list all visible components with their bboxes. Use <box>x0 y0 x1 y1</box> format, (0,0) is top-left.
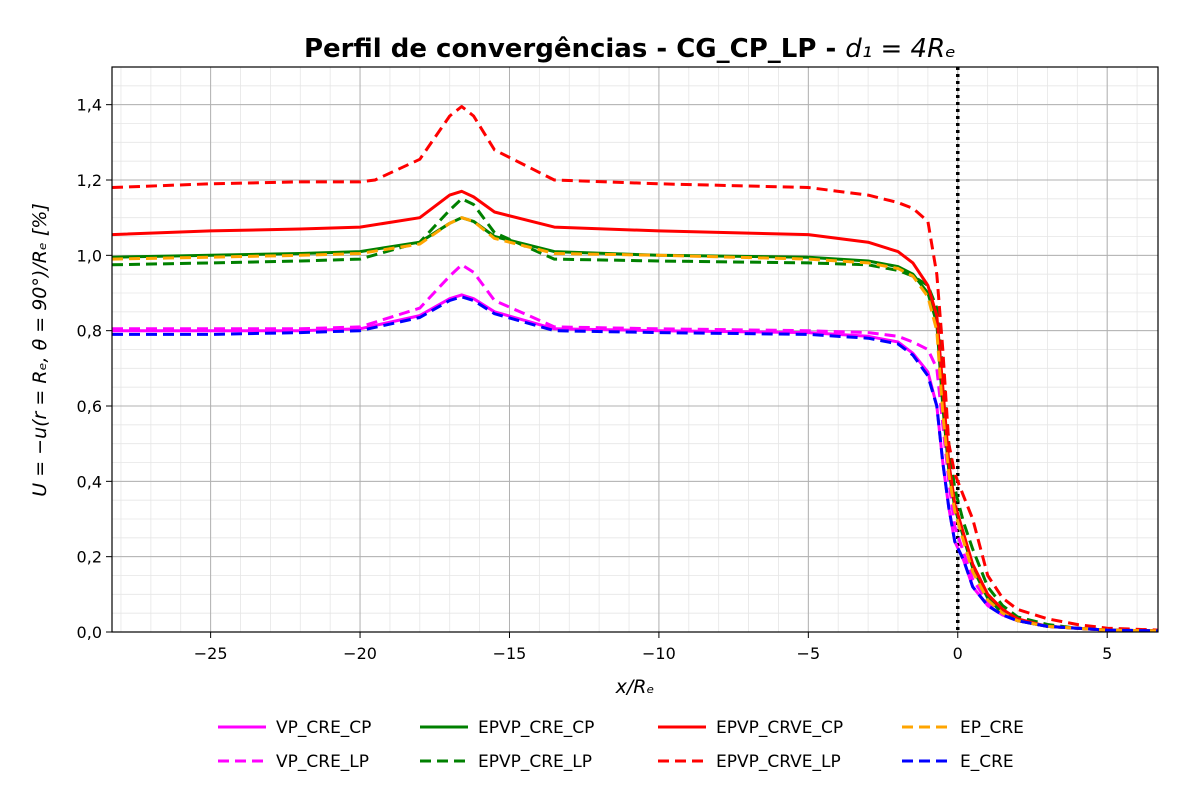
chart-title-math: d₁ = 4Rₑ <box>845 34 956 64</box>
y-tick-label: 0,8 <box>77 322 102 341</box>
x-tick-label: −25 <box>194 644 228 663</box>
series-line-epvp-cre-lp <box>111 197 1159 633</box>
legend-label: VP_CRE_LP <box>276 752 369 772</box>
x-tick-label: 5 <box>1102 644 1112 663</box>
x-tick-label: −5 <box>797 644 821 663</box>
y-axis-label: U = −u(r = Rₑ, θ = 90°)/Rₑ [%] <box>29 203 51 496</box>
series-line-vp-cre-lp <box>112 263 1159 633</box>
series-lines <box>111 105 1159 633</box>
series-line-epvp-cre-cp <box>111 216 1159 633</box>
x-axis-label: x/Rₑ <box>615 676 655 698</box>
y-tick-label: 1,4 <box>77 96 102 115</box>
y-axis-ticks: 0,0 0,2 0,4 0,6 0,8 1,0 1,2 1,4 <box>77 96 112 642</box>
chart-title: Perfil de convergências - CG_CP_LP - d₁ … <box>304 34 956 64</box>
x-tick-label: 0 <box>953 644 963 663</box>
x-tick-label: −15 <box>493 644 527 663</box>
y-tick-label: 0,0 <box>77 623 102 642</box>
x-axis-ticks: −25 −20 −15 −10 −5 0 5 <box>194 632 1112 663</box>
series-line-epvp-crve-lp <box>111 105 1159 632</box>
legend-label: E_CRE <box>960 752 1014 772</box>
legend-label: EP_CRE <box>960 718 1024 738</box>
y-tick-label: 1,0 <box>77 246 102 265</box>
legend-label: EPVP_CRVE_CP <box>716 718 843 738</box>
x-tick-label: −20 <box>343 644 377 663</box>
plot-frame <box>111 66 1159 633</box>
series-line-e-cre <box>112 295 1159 633</box>
legend: VP_CRE_CP VP_CRE_LP EPVP_CRE_CP EPVP_CRE_LP… <box>218 718 1024 772</box>
y-tick-label: 1,2 <box>77 171 102 190</box>
y-tick-label: 0,6 <box>77 397 102 416</box>
minor-grid <box>112 66 1158 633</box>
series-line-vp-cre-cp <box>112 293 1159 633</box>
series-line-ep-cre <box>111 216 1159 633</box>
legend-label: VP_CRE_CP <box>276 718 371 738</box>
legend-label: EPVP_CRVE_LP <box>716 752 841 772</box>
y-tick-label: 0,2 <box>77 548 102 567</box>
legend-label: EPVP_CRE_LP <box>478 752 592 772</box>
y-tick-label: 0,4 <box>77 472 102 491</box>
legend-label: EPVP_CRE_CP <box>478 718 594 738</box>
x-tick-label: −10 <box>642 644 676 663</box>
chart-title-text: Perfil de convergências - CG_CP_LP - <box>304 34 845 64</box>
series-line-epvp-crve-cp <box>111 189 1159 633</box>
